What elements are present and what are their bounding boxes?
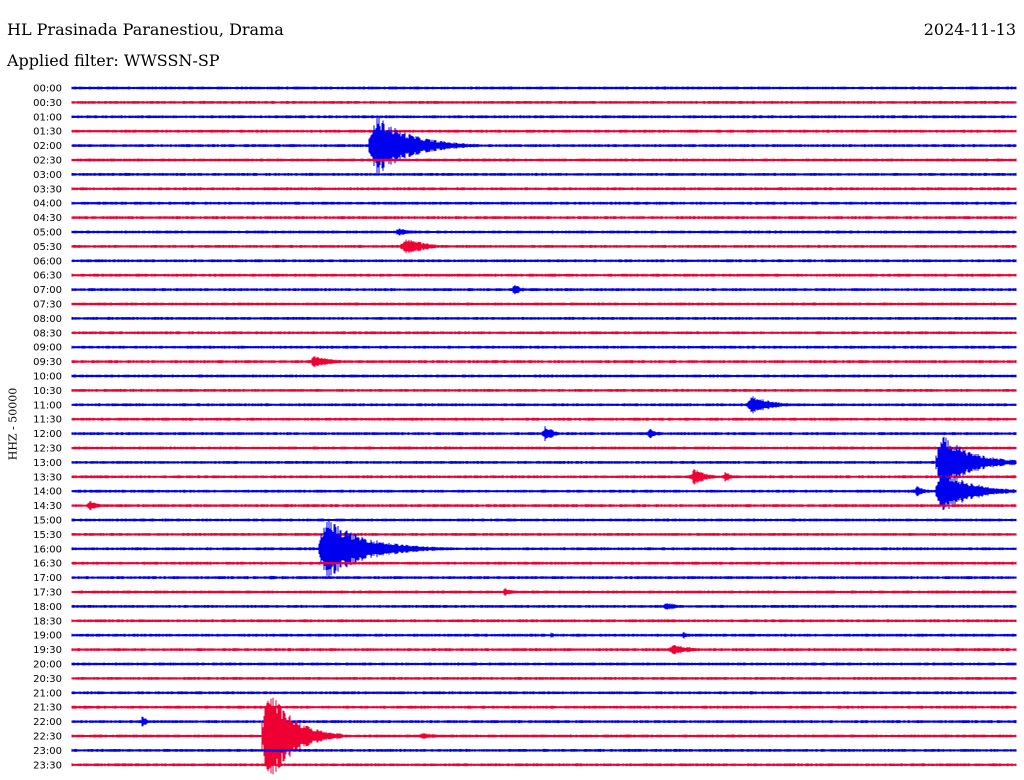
- time-label: 18:30: [33, 616, 62, 627]
- filter-label: Applied filter: WWSSN-SP: [7, 51, 220, 70]
- time-label: 01:00: [33, 112, 62, 123]
- time-label: 23:00: [33, 746, 62, 757]
- time-label: 03:00: [33, 170, 62, 181]
- time-label: 01:30: [33, 127, 62, 138]
- time-label: 11:00: [33, 400, 62, 411]
- time-label: 05:00: [33, 228, 62, 239]
- time-label: 22:00: [33, 717, 62, 728]
- time-label: 22:30: [33, 732, 62, 743]
- time-label: 15:00: [33, 516, 62, 527]
- time-label: 17:00: [33, 573, 62, 584]
- time-label: 07:00: [33, 285, 62, 296]
- time-label: 15:30: [33, 530, 62, 541]
- time-label: 03:30: [33, 184, 62, 195]
- time-label: 19:00: [33, 631, 62, 642]
- time-label: 14:30: [33, 501, 62, 512]
- time-label: 10:00: [33, 372, 62, 383]
- date-label: 2024-11-13: [923, 20, 1016, 39]
- time-label: 10:30: [33, 386, 62, 397]
- time-label: 04:30: [33, 213, 62, 224]
- time-label: 13:30: [33, 472, 62, 483]
- time-label: 21:00: [33, 688, 62, 699]
- time-label: 05:30: [33, 242, 62, 253]
- time-label: 17:30: [33, 588, 62, 599]
- time-label: 21:30: [33, 703, 62, 714]
- time-label: 12:30: [33, 444, 62, 455]
- time-label: 20:00: [33, 660, 62, 671]
- time-label: 16:30: [33, 559, 62, 570]
- time-label: 08:30: [33, 328, 62, 339]
- time-label: 09:00: [33, 343, 62, 354]
- time-labels: 00:00 00:30 01:00 01:30 02:00 02:30 03:00 03:30…: [33, 84, 62, 772]
- time-label: 08:00: [33, 314, 62, 325]
- time-label: 23:30: [33, 760, 62, 771]
- time-label: 00:00: [33, 84, 62, 95]
- time-label: 11:30: [33, 415, 62, 426]
- time-label: 16:00: [33, 544, 62, 555]
- time-label: 02:00: [33, 141, 62, 152]
- traces: [71, 86, 1017, 775]
- station-title: HL Prasinada Paranestiou, Drama: [7, 20, 284, 39]
- time-label: 18:00: [33, 602, 62, 613]
- time-label: 06:00: [33, 256, 62, 267]
- time-label: 02:30: [33, 156, 62, 167]
- time-label: 06:30: [33, 271, 62, 282]
- time-label: 07:30: [33, 300, 62, 311]
- time-label: 09:30: [33, 357, 62, 368]
- time-label: 19:30: [33, 645, 62, 656]
- time-label: 13:00: [33, 458, 62, 469]
- time-label: 00:30: [33, 98, 62, 109]
- time-label: 20:30: [33, 674, 62, 685]
- time-label: 14:00: [33, 487, 62, 498]
- time-label: 12:00: [33, 429, 62, 440]
- time-label: 04:00: [33, 199, 62, 210]
